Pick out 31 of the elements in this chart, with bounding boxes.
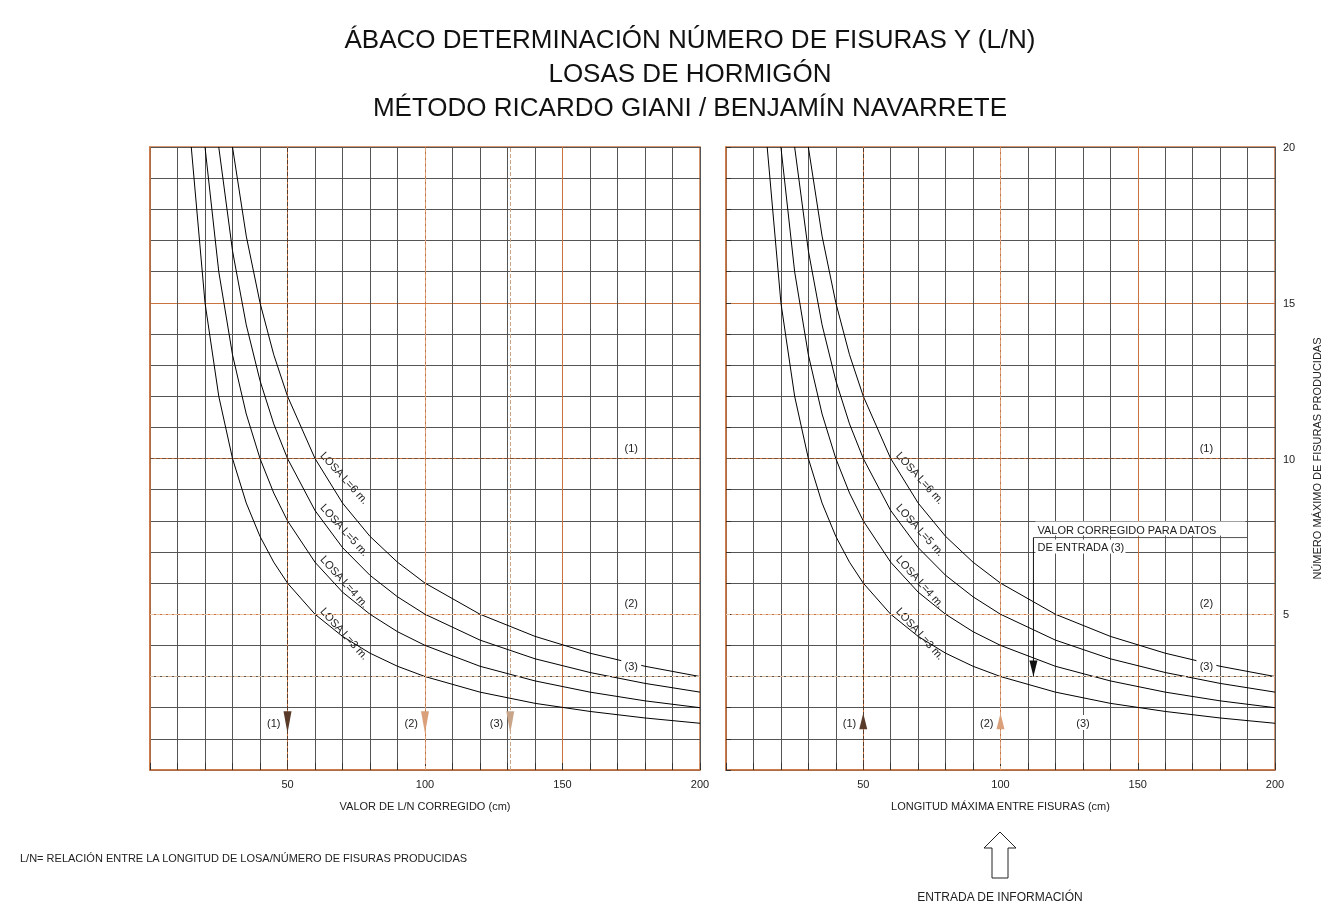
- annotation: (1): [624, 441, 638, 454]
- x-tick-label: 150: [553, 777, 572, 790]
- x-tick-label: 200: [1265, 777, 1285, 790]
- text: L/N= RELACIÓN ENTRE LA LONGITUD DE LOSA/NÚMERO DE FISURAS PRODUCIDAS: [20, 852, 468, 864]
- annotation: (3): [1076, 717, 1090, 729]
- annotation: (2): [980, 717, 994, 730]
- annotation: (2): [624, 597, 638, 610]
- annotation: (1): [1199, 441, 1214, 454]
- x-axis-title: LONGITUD MÁXIMA ENTRE FISURAS (cm): [891, 799, 1110, 812]
- annotation: (1): [842, 717, 857, 730]
- y-tick-label: 15: [1283, 296, 1296, 309]
- chart-title: ÁBACO DETERMINACIÓN NÚMERO DE FISURAS Y (L/N) LOSAS DE HORMIGÓN MÉTODO RICARDO GIANI / BENJAMÍN NAVARRETE: [343, 23, 1037, 124]
- annotation: (3): [489, 717, 504, 730]
- annotation: VALOR CORREGIDO PARA DATOS DE ENTRADA (3): [1037, 523, 1217, 553]
- text: ENTRADA DE INFORMACIÓN: [917, 889, 1083, 904]
- x-tick-label: 50: [281, 777, 294, 790]
- y-tick-label: 5: [1283, 608, 1290, 621]
- annotation: (2): [404, 717, 418, 730]
- x-tick-label: 200: [690, 777, 710, 790]
- y-tick-label: 10: [1283, 452, 1296, 465]
- y-axis-title: NÚMERO MÁXIMO DE FISURAS PRODUCIDAS: [1310, 337, 1323, 580]
- x-tick-label: 150: [1128, 777, 1147, 790]
- annotation: (3): [624, 659, 638, 672]
- annotation: (1): [267, 717, 281, 730]
- x-tick-label: 100: [991, 777, 1010, 790]
- y-tick-label: 20: [1283, 141, 1296, 153]
- annotation: (2): [1199, 597, 1214, 610]
- x-tick-label: 100: [415, 777, 435, 790]
- annotation: (3): [1199, 659, 1214, 672]
- x-axis-title: VALOR DE L/N CORREGIDO (cm): [339, 799, 511, 812]
- x-tick-label: 50: [857, 777, 870, 790]
